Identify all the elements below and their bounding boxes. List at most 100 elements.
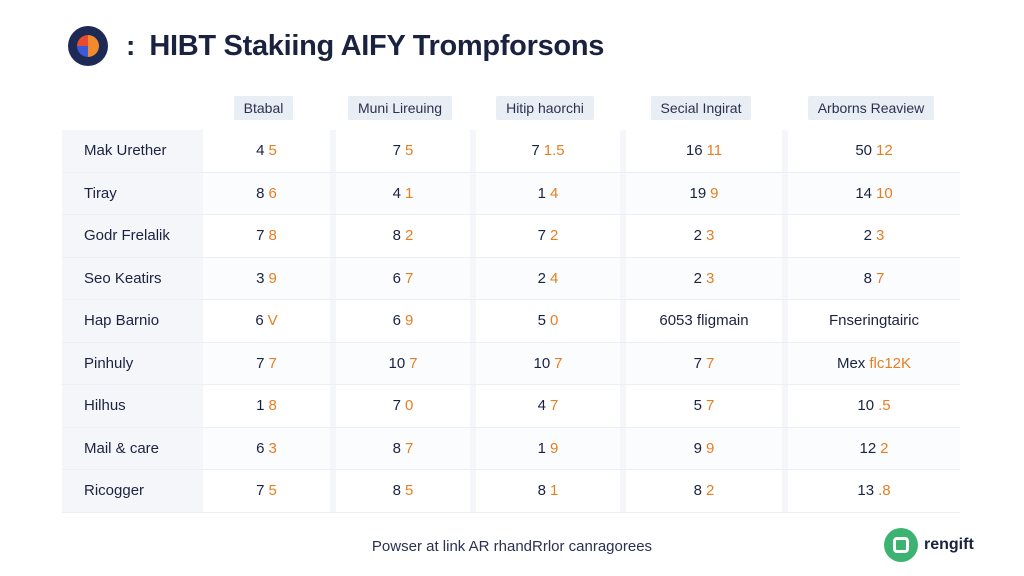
cell-highlight-value: 2 <box>550 227 559 245</box>
cell-highlight-value: .8 <box>878 482 891 500</box>
table-row: Pinhuly 7 7 10 7 10 7 7 7 Mex flc12K <box>62 342 960 385</box>
cell-highlight-value: 4 <box>550 269 559 287</box>
cell-value: 7 <box>392 142 401 160</box>
cell-highlight-value: 9 <box>268 269 277 287</box>
table-row: Hap Barnio 6 V 6 9 5 0 6053 fligmain Fnseringtai… <box>62 300 960 343</box>
cell-value: 2 <box>863 227 872 245</box>
table-row: Ricogger 7 5 8 5 8 1 8 2 13.8 <box>62 470 960 513</box>
brand-logo-icon <box>884 528 918 562</box>
table-cell: 10.5 <box>782 385 960 427</box>
column-header-label: Btabal <box>233 96 294 120</box>
cell-highlight-value: 7 <box>405 269 414 287</box>
cell-highlight-value: 1 <box>405 184 414 202</box>
column-header-label: Muni Lireuing <box>347 96 453 120</box>
cell-highlight-value: 1 <box>550 482 559 500</box>
cell-value: 8 <box>537 482 546 500</box>
table-cell: 16 11 <box>620 130 782 172</box>
cell-value: 8 <box>863 269 872 287</box>
table-cell: 19 9 <box>620 172 782 214</box>
cell-highlight-value: 2 <box>405 227 414 245</box>
cell-highlight-value: 7 <box>554 354 563 372</box>
cell-value: 8 <box>693 482 702 500</box>
table-row: Seo Keatirs 3 9 6 7 2 4 2 3 8 7 <box>62 257 960 300</box>
comparison-table: Btabal Muni Lireuing Hitip haorchi Secial I… <box>62 90 960 513</box>
cell-highlight-value: 11 <box>706 142 723 160</box>
cell-highlight-value: 3 <box>268 439 277 457</box>
row-label: Mak Urether <box>62 130 197 172</box>
row-label: Seo Keatirs <box>62 257 197 299</box>
cell-value: 12 <box>859 439 877 457</box>
row-label: Mail & care <box>62 427 197 469</box>
cell-value: 10 <box>857 397 875 415</box>
table-cell: 7 1.5 <box>470 130 620 172</box>
table-cell: 50 12 <box>782 130 960 172</box>
cell-value: Fnseringtairic <box>828 312 920 330</box>
cell-value: 8 <box>392 482 401 500</box>
cell-highlight-value: 7 <box>706 354 715 372</box>
cell-value: 7 <box>537 227 546 245</box>
cell-highlight-value: 1.5 <box>543 142 565 160</box>
cell-value: 9 <box>693 439 702 457</box>
column-header: Arborns Reaview <box>782 96 960 120</box>
table-cell: 14 10 <box>782 172 960 214</box>
cell-highlight-value: .5 <box>878 397 891 415</box>
cell-highlight-value: 7 <box>550 397 559 415</box>
cell-value: 4 <box>256 142 265 160</box>
cell-highlight-value: 9 <box>710 184 719 202</box>
cell-value: 16 <box>685 142 703 160</box>
brand-badge[interactable]: rengift <box>884 528 974 562</box>
cell-value: 3 <box>256 269 265 287</box>
table-cell: Fnseringtairic <box>782 300 960 342</box>
cell-value: 1 <box>256 397 265 415</box>
header: : HIBT Stakiing AIFY Trompforsons <box>68 26 604 66</box>
cell-highlight-value: 5 <box>405 482 414 500</box>
cell-highlight-value: 7 <box>409 354 418 372</box>
column-header-label: Arborns Reaview <box>807 96 935 120</box>
row-label: Tiray <box>62 172 197 214</box>
cell-value: 4 <box>392 184 401 202</box>
cell-value: 7 <box>256 227 265 245</box>
cell-highlight-value: 4 <box>550 184 559 202</box>
table-body: Mak Urether 4 5 7 5 7 1.5 16 11 50 12 Tiray 8 6 4 1 1 4 19… <box>62 130 960 513</box>
table-header-row: Btabal Muni Lireuing Hitip haorchi Secial I… <box>62 90 960 126</box>
cell-highlight-value: 0 <box>405 397 414 415</box>
cell-highlight-value: 3 <box>706 269 715 287</box>
row-label: Hilhus <box>62 385 197 427</box>
cell-value: 1 <box>537 184 546 202</box>
cell-value: 7 <box>256 354 265 372</box>
table-row: Mak Urether 4 5 7 5 7 1.5 16 11 50 12 <box>62 130 960 173</box>
cell-highlight-value: 2 <box>706 482 715 500</box>
cell-value: 2 <box>693 269 702 287</box>
brand-name: rengift <box>924 536 974 553</box>
cell-highlight-value: 3 <box>876 227 885 245</box>
cell-highlight-value: 3 <box>706 227 715 245</box>
cell-highlight-value: 6 <box>268 184 277 202</box>
column-header: Hitip haorchi <box>470 96 620 120</box>
table-cell: 10 7 <box>470 342 620 384</box>
cell-value: 4 <box>537 397 546 415</box>
cell-value: 2 <box>537 269 546 287</box>
row-label: Ricogger <box>62 470 197 512</box>
cell-highlight-value: 9 <box>706 439 715 457</box>
table-row: Godr Frelalik 7 8 8 2 7 2 2 3 2 3 <box>62 215 960 258</box>
